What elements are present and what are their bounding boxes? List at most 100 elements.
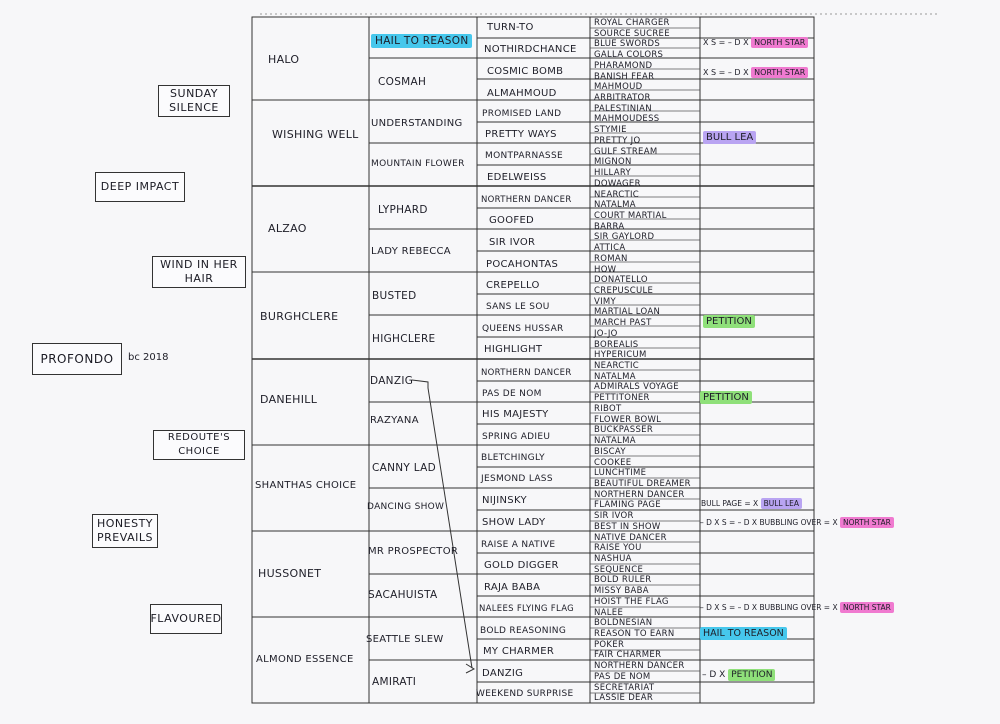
gen6-entry: NEARCTIC: [594, 189, 639, 200]
note-10-text: – D x: [702, 670, 726, 680]
note-4-mark: PETITION: [703, 315, 755, 328]
gen5-23: NIJINSKY: [482, 495, 527, 506]
gen6-entry: LUNCHTIME: [594, 468, 647, 479]
note-2-text: x S = – D x: [703, 68, 749, 77]
gen4-hail-to-reason: HAIL TO REASON: [371, 34, 473, 48]
gen6-entry: ARBITRATOR: [594, 93, 651, 104]
gen6-entry: PRETTY JO: [594, 135, 641, 146]
gen5-10: GOOFED: [489, 215, 535, 226]
note-8: – D x S = – D x BUBBLING OVER = x NORTH …: [700, 602, 894, 613]
gen5-2: NOTHIRDCHANCE: [484, 44, 577, 55]
gen6-entry: MISSY BABA: [594, 586, 649, 597]
gen5-4: ALMAHMOUD: [487, 88, 557, 99]
gen4-understanding: UNDERSTANDING: [371, 118, 463, 129]
grandsire-dam: REDOUTE'S CHOICE: [153, 430, 245, 460]
gen6-entry: MARTIAL LOAN: [594, 307, 661, 318]
gen5-32: WEEKEND SURPRISE: [476, 689, 574, 699]
gen3-burghclere: BURGHCLERE: [260, 310, 339, 323]
gen5-13: CREPELLO: [486, 280, 540, 291]
gen5-29: BOLD REASONING: [480, 626, 567, 636]
note-6-mark: BULL LEA: [760, 498, 802, 509]
gen4-danzig: DANZIG: [370, 375, 414, 387]
gen6-entry: NATALMA: [594, 436, 636, 447]
gen5-5: PROMISED LAND: [482, 109, 562, 119]
gen4-busted: BUSTED: [372, 290, 417, 302]
gen6-entry: REASON TO EARN: [594, 629, 675, 640]
gen3-halo: HALO: [268, 53, 300, 66]
gen6-entry: MAHMOUDESS: [594, 114, 660, 125]
gen5-21: BLETCHINGLY: [481, 453, 545, 463]
gen3-hussonet: HUSSONET: [258, 567, 322, 580]
gen6-entry: MARCH PAST: [594, 318, 652, 329]
gen5-6: PRETTY WAYS: [485, 129, 557, 140]
gen6-entry: RIBOT: [594, 403, 622, 414]
gen5-14: SANS LE SOU: [486, 302, 550, 312]
gen6-entry: MAHMOUD: [594, 82, 643, 93]
gen4-highclere: HIGHCLERE: [372, 333, 436, 345]
gen4-amirati: AMIRATI: [372, 676, 417, 688]
note-6: BULL PAGE = x BULL LEA: [701, 498, 802, 509]
gen6-entry: PETTITONER: [594, 393, 650, 404]
gen3-danehill: DANEHILL: [260, 393, 318, 406]
gen5-31: DANZIG: [482, 668, 524, 679]
note-10: – D x PETITION: [702, 669, 776, 681]
gen5-15: QUEENS HUSSAR: [482, 324, 564, 334]
gen6-entry: COOKEE: [594, 457, 632, 468]
gen6-entry: STYMIE: [594, 125, 627, 136]
gen6-entry: BEST IN SHOW: [594, 521, 661, 532]
gen6-entry: HOW: [594, 264, 617, 275]
note-7-text: – D x S = – D x BUBBLING OVER = x: [700, 518, 838, 527]
gen5-11: SIR IVOR: [489, 237, 536, 248]
gen4-mr-prospector: MR PROSPECTOR: [368, 546, 459, 557]
note-5: PETITION: [700, 391, 752, 404]
gen6-entry: FLOWER BOWL: [594, 414, 662, 425]
gen6-entry: BISCAY: [594, 446, 626, 457]
gen5-28: NALEES FLYING FLAG: [479, 604, 575, 614]
gen6-entry: NATALMA: [594, 371, 636, 382]
gen5-12: POCAHONTAS: [486, 259, 559, 270]
gen5-17: NORTHERN DANCER: [481, 368, 572, 378]
sire-box: DEEP IMPACT: [95, 172, 185, 202]
gen6-entry: SEQUENCE: [594, 564, 644, 575]
note-9: HAIL TO REASON: [700, 627, 787, 640]
gen6-entry: VIMY: [594, 296, 617, 307]
birth-note: bc 2018: [128, 352, 169, 363]
note-9-mark: HAIL TO REASON: [700, 627, 787, 640]
gen5-22: JESMOND LASS: [481, 474, 553, 484]
grandsire-sire: SUNDAY SILENCE: [158, 85, 230, 117]
note-1-text: x S = – D x: [703, 38, 749, 47]
gen6-entry: GALLA COLORS: [594, 50, 664, 61]
gen5-16: HIGHLIGHT: [484, 344, 543, 355]
gen3-wishing-well: WISHING WELL: [272, 128, 359, 141]
note-4: PETITION: [703, 315, 755, 328]
gen6-entry: CREPUSCULE: [594, 286, 654, 296]
gen4-cosmah: COSMAH: [378, 76, 427, 88]
gen6-entry: NATIVE DANCER: [594, 532, 667, 543]
note-7-mark: NORTH STAR: [840, 517, 894, 528]
gen6-entry: RAISE YOU: [594, 543, 642, 554]
gen6-entry: PAS DE NOM: [594, 671, 651, 682]
gen6-entry: BOREALIS: [594, 339, 639, 350]
gen5-9: NORTHERN DANCER: [481, 195, 572, 205]
gen5-19: HIS MAJESTY: [482, 409, 549, 420]
gen6-entry: DOWAGER: [594, 178, 641, 189]
granddam-sire: WIND IN HER HAIR: [152, 256, 246, 288]
gen6-entry: LASSIE DEAR: [594, 693, 654, 704]
gen6-entry: ROYAL CHARGER: [594, 18, 670, 28]
note-2-mark: NORTH STAR: [751, 67, 809, 78]
gen6-entry: BOLD RULER: [594, 575, 652, 586]
gen6-entry: NATALMA: [594, 200, 636, 211]
gen6-entry: HILLARY: [594, 168, 632, 179]
gen6-entry: JO-JO: [594, 328, 618, 339]
gen6-entry: BEAUTIFUL DREAMER: [594, 478, 691, 489]
note-7: – D x S = – D x BUBBLING OVER = x NORTH …: [700, 517, 894, 528]
gen3-shanthas-choice: SHANTHAS CHOICE: [255, 480, 357, 491]
gen6-entry: FAIR CHARMER: [594, 650, 662, 661]
note-8-text: – D x S = – D x BUBBLING OVER = x: [700, 603, 838, 612]
gen6-entry: SIR GAYLORD: [594, 232, 655, 243]
note-6-text: BULL PAGE = x: [701, 499, 759, 508]
gen4-lyphard: LYPHARD: [378, 204, 428, 216]
gen4-canny-lad: CANNY LAD: [372, 462, 437, 474]
